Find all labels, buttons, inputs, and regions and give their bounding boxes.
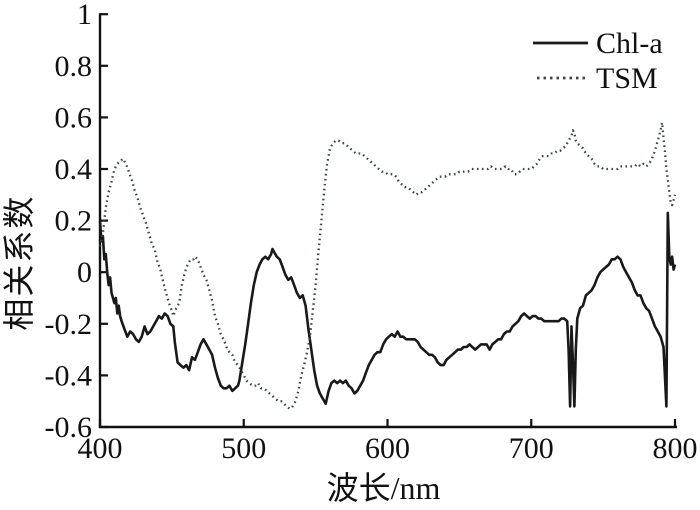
x-tick-label: 800 [653,432,698,465]
y-tick-label: -0.4 [45,359,93,392]
y-tick-label: -0.2 [45,308,93,341]
legend-tsm-label: TSM [596,62,658,95]
y-axis-title: 相关系数 [1,195,37,331]
y-tick-label: 1 [77,0,92,31]
x-tick-label: 400 [78,432,123,465]
chl-a-line [98,211,677,408]
y-tick-label: 0.6 [55,101,93,134]
y-tick-label: -0.6 [45,411,93,444]
x-tick-label: 600 [365,432,410,465]
legend-chl-a-label: Chl-a [596,27,663,60]
y-tick-label: 0.8 [55,50,93,83]
x-axis-title: 波长/nm [327,470,441,506]
x-tick-label: 700 [509,432,554,465]
y-tick-label: 0.4 [55,153,93,186]
tsm-line [98,121,677,411]
y-tick-label: 0 [77,256,92,289]
y-tick-label: 0.2 [55,205,93,238]
x-tick-label: 500 [221,432,266,465]
